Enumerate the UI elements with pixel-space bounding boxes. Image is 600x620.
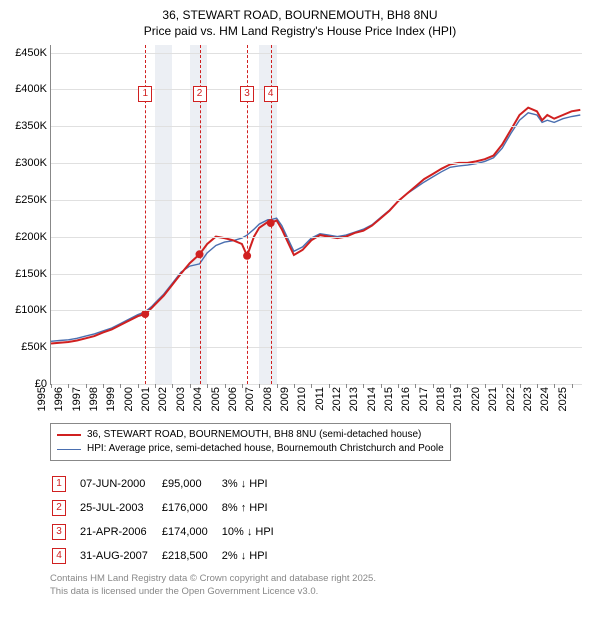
event-price: £176,000 bbox=[162, 497, 220, 519]
y-tick-label: £50K bbox=[21, 341, 47, 353]
event-row: 4 31-AUG-2007£218,5002% ↓ HPI bbox=[52, 545, 286, 567]
y-gridline bbox=[51, 163, 582, 164]
title-line-2: Price paid vs. HM Land Registry's House … bbox=[10, 24, 590, 40]
legend: 36, STEWART ROAD, BOURNEMOUTH, BH8 8NU (… bbox=[50, 423, 451, 461]
event-row: 1 07-JUN-2000£95,0003% ↓ HPI bbox=[52, 473, 286, 495]
y-gridline bbox=[51, 89, 582, 90]
y-tick-label: £350K bbox=[15, 120, 47, 132]
event-marker-box: 4 bbox=[264, 86, 278, 102]
title-block: 36, STEWART ROAD, BOURNEMOUTH, BH8 8NU P… bbox=[10, 8, 590, 39]
event-marker-box: 1 bbox=[138, 86, 152, 102]
event-price: £95,000 bbox=[162, 473, 220, 495]
legend-row-1: 36, STEWART ROAD, BOURNEMOUTH, BH8 8NU (… bbox=[57, 428, 444, 442]
event-row: 3 21-APR-2006£174,00010% ↓ HPI bbox=[52, 521, 286, 543]
legend-label-1: 36, STEWART ROAD, BOURNEMOUTH, BH8 8NU (… bbox=[87, 428, 421, 442]
event-price: £218,500 bbox=[162, 545, 220, 567]
series-svg bbox=[51, 45, 582, 384]
y-tick-label: £250K bbox=[15, 194, 47, 206]
event-delta: 3% ↓ HPI bbox=[222, 473, 286, 495]
y-gridline bbox=[51, 347, 582, 348]
y-tick-label: £150K bbox=[15, 268, 47, 280]
event-date: 25-JUL-2003 bbox=[80, 497, 160, 519]
legend-swatch-red bbox=[57, 434, 81, 436]
y-gridline bbox=[51, 274, 582, 275]
event-number-box: 2 bbox=[52, 500, 66, 516]
y-tick-label: £450K bbox=[15, 47, 47, 59]
y-tick-label: £200K bbox=[15, 231, 47, 243]
attribution: Contains HM Land Registry data © Crown c… bbox=[50, 573, 590, 598]
event-delta: 2% ↓ HPI bbox=[222, 545, 286, 567]
event-date: 31-AUG-2007 bbox=[80, 545, 160, 567]
y-gridline bbox=[51, 53, 582, 54]
event-number-box: 4 bbox=[52, 548, 66, 564]
property-line bbox=[51, 108, 580, 344]
y-tick-label: £400K bbox=[15, 83, 47, 95]
y-tick-label: £100K bbox=[15, 304, 47, 316]
event-marker-box: 3 bbox=[240, 86, 254, 102]
x-tick-label: 2025 bbox=[557, 387, 585, 411]
event-delta: 10% ↓ HPI bbox=[222, 521, 286, 543]
plot-region: £0£50K£100K£150K£200K£250K£300K£350K£400… bbox=[50, 45, 582, 385]
legend-swatch-blue bbox=[57, 449, 81, 450]
events-table: 107-JUN-2000£95,0003% ↓ HPI225-JUL-2003£… bbox=[50, 471, 288, 569]
y-gridline bbox=[51, 200, 582, 201]
y-gridline bbox=[51, 126, 582, 127]
event-price: £174,000 bbox=[162, 521, 220, 543]
x-axis-labels: 1995199619971998199920002001200220032004… bbox=[50, 385, 582, 415]
event-number-box: 1 bbox=[52, 476, 66, 492]
event-date: 21-APR-2006 bbox=[80, 521, 160, 543]
chart-container: 36, STEWART ROAD, BOURNEMOUTH, BH8 8NU P… bbox=[0, 0, 600, 620]
y-gridline bbox=[51, 237, 582, 238]
event-row: 2 25-JUL-2003£176,0008% ↑ HPI bbox=[52, 497, 286, 519]
attribution-line-2: This data is licensed under the Open Gov… bbox=[50, 586, 590, 598]
title-line-1: 36, STEWART ROAD, BOURNEMOUTH, BH8 8NU bbox=[10, 8, 590, 24]
legend-row-2: HPI: Average price, semi-detached house,… bbox=[57, 442, 444, 456]
event-marker-box: 2 bbox=[193, 86, 207, 102]
attribution-line-1: Contains HM Land Registry data © Crown c… bbox=[50, 573, 590, 585]
event-number-box: 3 bbox=[52, 524, 66, 540]
legend-label-2: HPI: Average price, semi-detached house,… bbox=[87, 442, 444, 456]
y-gridline bbox=[51, 310, 582, 311]
event-delta: 8% ↑ HPI bbox=[222, 497, 286, 519]
y-tick-label: £300K bbox=[15, 157, 47, 169]
event-date: 07-JUN-2000 bbox=[80, 473, 160, 495]
chart-area: £0£50K£100K£150K£200K£250K£300K£350K£400… bbox=[50, 45, 582, 415]
